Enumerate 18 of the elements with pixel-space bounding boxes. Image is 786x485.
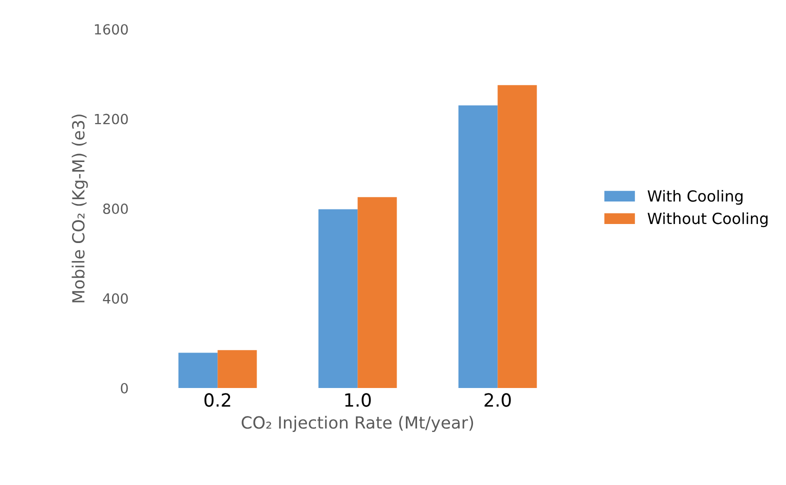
bar (318, 209, 358, 388)
x-tick-label: 1.0 (345, 393, 371, 407)
y-tick-label: 1600 (94, 24, 128, 35)
bar (358, 197, 397, 388)
legend-label: Without Cooling (648, 212, 768, 228)
y-tick-label: 0 (120, 382, 128, 394)
y-axis-title: Mobile CO₂ (Kg-M) (e3) (72, 114, 88, 302)
x-tick-label: 2.0 (484, 393, 511, 407)
legend-label: With Cooling (648, 190, 743, 205)
x-axis-title: CO₂ Injection Rate (Mt/year) (242, 416, 474, 432)
bar (498, 85, 537, 388)
y-tick-label: 1200 (94, 114, 128, 124)
y-tick-label: 800 (103, 204, 128, 214)
bar (458, 105, 498, 388)
bar (218, 350, 257, 388)
y-tick-label: 400 (102, 293, 128, 304)
bar (178, 352, 218, 388)
x-tick-label: 0.2 (204, 393, 230, 407)
